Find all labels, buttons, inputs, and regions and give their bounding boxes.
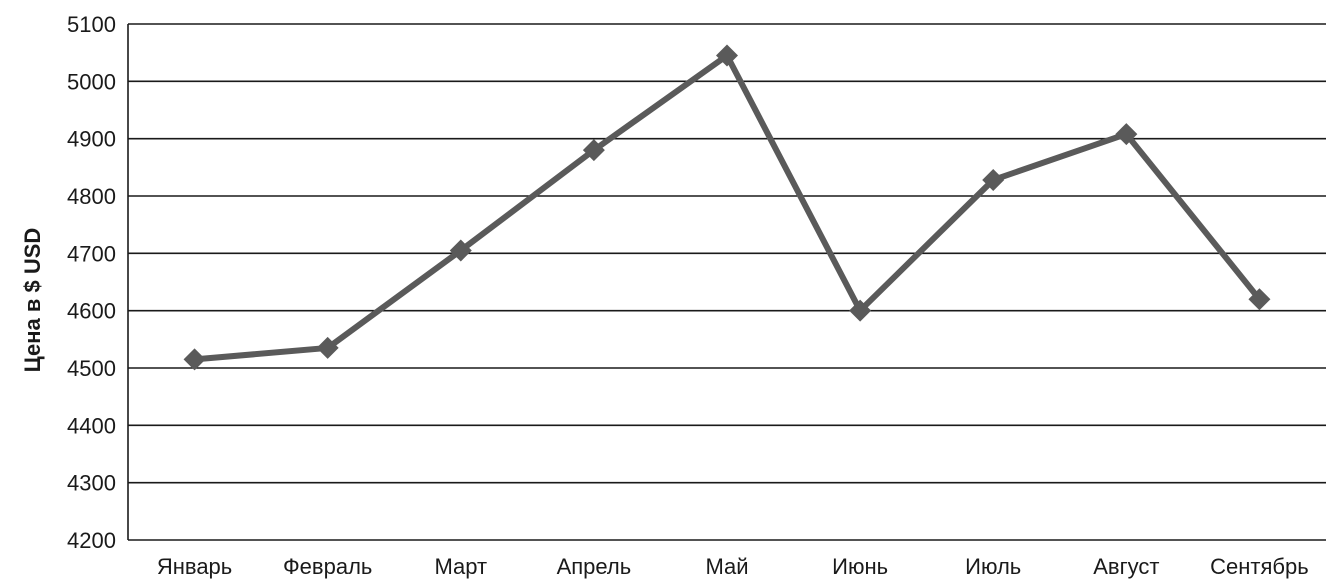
x-tick-label: Август (1093, 554, 1159, 579)
x-tick-label: Январь (157, 554, 232, 579)
x-tick-label: Июнь (832, 554, 888, 579)
gridlines (128, 23, 1326, 541)
y-axis-ticks: 4200 4300 4400 4500 4600 4700 4800 4900 5000 5100 (67, 12, 116, 553)
data-point-marker (1115, 123, 1138, 146)
data-point-marker (716, 44, 738, 67)
x-tick-label: Июль (965, 554, 1021, 579)
y-tick-label: 4900 (67, 127, 116, 152)
x-tick-label: Сентябрь (1210, 554, 1309, 579)
data-point-marker (849, 299, 872, 322)
data-point-marker (449, 239, 472, 262)
data-point-marker (316, 336, 339, 359)
y-tick-label: 4500 (67, 356, 116, 381)
data-point-marker (582, 139, 605, 162)
series-line (191, 52, 1263, 363)
x-tick-label: Апрель (557, 554, 632, 579)
y-tick-label: 4600 (67, 299, 116, 324)
y-tick-label: 4300 (67, 471, 116, 496)
y-tick-label: 4800 (67, 184, 116, 209)
y-tick-label: 4400 (67, 413, 116, 438)
data-point-marker (982, 168, 1005, 191)
series-group (183, 44, 1271, 371)
data-point-marker (183, 348, 206, 371)
y-axis-title: Цена в $ USD (20, 228, 45, 373)
x-tick-label: Февраль (283, 554, 372, 579)
y-tick-label: 5000 (67, 69, 116, 94)
y-tick-label: 4200 (67, 528, 116, 553)
data-point-marker (1248, 288, 1271, 311)
y-tick-label: 5100 (67, 12, 116, 37)
x-tick-label: Май (705, 554, 748, 579)
x-tick-label: Март (434, 554, 487, 579)
y-tick-label: 4700 (67, 241, 116, 266)
x-axis-ticks: Январь Февраль Март Апрель Май Июнь Июль Август… (157, 554, 1309, 579)
